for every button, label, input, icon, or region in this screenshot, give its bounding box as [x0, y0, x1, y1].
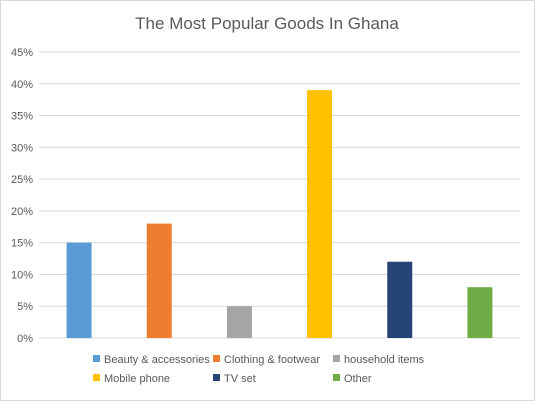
y-tick-label: 10% — [11, 269, 33, 281]
legend-label: Beauty & accessories — [104, 354, 210, 366]
legend-label: TV set — [224, 373, 256, 385]
legend-item: TV set — [213, 373, 256, 385]
bars — [66, 90, 493, 338]
bar-other — [467, 287, 493, 338]
legend-swatch — [93, 355, 100, 362]
y-tick-label: 35% — [11, 111, 33, 123]
y-tick-label: 40% — [11, 79, 33, 91]
legend-label: household items — [344, 354, 425, 366]
gridlines — [39, 51, 520, 339]
bar-household-items — [226, 306, 252, 338]
chart-title: The Most Popular Goods In Ghana — [135, 14, 399, 33]
legend: Beauty & accessories Clothing & footwear h… — [93, 354, 425, 385]
legend-item: Other — [333, 373, 372, 385]
legend-label: Other — [344, 373, 372, 385]
legend-swatch — [333, 374, 340, 381]
legend-swatch — [333, 355, 340, 362]
y-tick-label: 45% — [11, 47, 33, 59]
y-tick-label: 20% — [11, 206, 33, 218]
y-tick-label: 0% — [17, 333, 33, 345]
legend-label: Clothing & footwear — [224, 354, 320, 366]
legend-item: Beauty & accessories — [93, 354, 210, 366]
bar-beauty-accessories — [66, 242, 92, 338]
legend-swatch — [213, 355, 220, 362]
legend-label: Mobile phone — [104, 373, 170, 385]
legend-swatch — [213, 374, 220, 381]
legend-item: Mobile phone — [93, 373, 170, 385]
y-tick-label: 15% — [11, 238, 33, 250]
bar-mobile-phone — [307, 90, 333, 338]
y-tick-label: 5% — [17, 301, 33, 313]
legend-item: household items — [333, 354, 425, 366]
bar-clothing-footwear — [146, 223, 172, 338]
legend-swatch — [93, 374, 100, 381]
bar-tv-set — [387, 261, 413, 338]
legend-item: Clothing & footwear — [213, 354, 320, 366]
y-axis-ticks: 0% 5% 10% 15% 20% 25% 30% 35% 40% 45% — [11, 47, 33, 345]
y-tick-label: 25% — [11, 174, 33, 186]
y-tick-label: 30% — [11, 142, 33, 154]
